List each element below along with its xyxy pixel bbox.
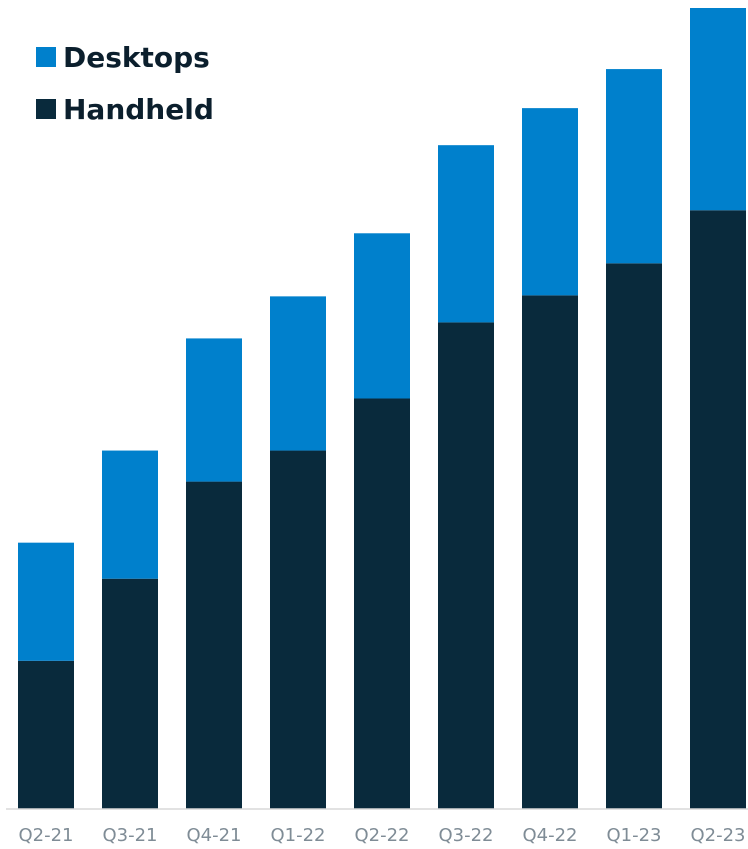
bar-desktops-q4-21 — [186, 338, 242, 482]
bar-handheld-q4-21 — [186, 481, 242, 809]
bar-handheld-q1-23 — [606, 263, 662, 810]
x-tick-label-q4-22: Q4-22 — [522, 825, 577, 846]
legend-label-handheld: Handheld — [63, 93, 214, 126]
legend: Desktops Handheld — [36, 41, 214, 126]
bar-handheld-q3-21 — [102, 578, 158, 809]
bar-desktops-q2-23 — [690, 8, 746, 211]
legend-label-desktops: Desktops — [63, 41, 210, 74]
bar-desktops-q1-22 — [270, 296, 326, 451]
bar-handheld-q2-21 — [18, 660, 74, 809]
bar-desktops-q3-22 — [438, 145, 494, 323]
bar-desktops-q1-23 — [606, 69, 662, 264]
x-tick-label-q2-22: Q2-22 — [354, 825, 409, 846]
x-tick-label-q4-21: Q4-21 — [186, 825, 241, 846]
bar-handheld-q4-22 — [522, 295, 578, 809]
bar-desktops-q3-21 — [102, 450, 158, 579]
x-tick-label-q3-22: Q3-22 — [438, 825, 493, 846]
x-tick-label-q1-22: Q1-22 — [270, 825, 325, 846]
legend-item-desktops: Desktops — [36, 41, 210, 74]
x-tick-label-q1-23: Q1-23 — [606, 825, 661, 846]
bar-handheld-q3-22 — [438, 322, 494, 809]
legend-swatch-handheld — [36, 99, 56, 119]
x-tick-label-q3-21: Q3-21 — [102, 825, 157, 846]
legend-swatch-desktops — [36, 47, 56, 67]
bar-desktops-q4-22 — [522, 108, 578, 296]
x-tick-label-q2-23: Q2-23 — [690, 825, 745, 846]
bar-handheld-q2-22 — [354, 398, 410, 809]
bars-group — [18, 8, 746, 810]
bar-handheld-q2-23 — [690, 210, 746, 809]
bar-desktops-q2-22 — [354, 233, 410, 399]
bar-desktops-q2-21 — [18, 542, 74, 661]
x-tick-label-q2-21: Q2-21 — [18, 825, 73, 846]
x-axis-ticks: Q2-21 Q3-21 Q4-21 Q1-22 Q2-22 Q3-22 Q4-22 Q1-23… — [18, 825, 745, 846]
bar-handheld-q1-22 — [270, 450, 326, 809]
legend-item-handheld: Handheld — [36, 93, 214, 126]
